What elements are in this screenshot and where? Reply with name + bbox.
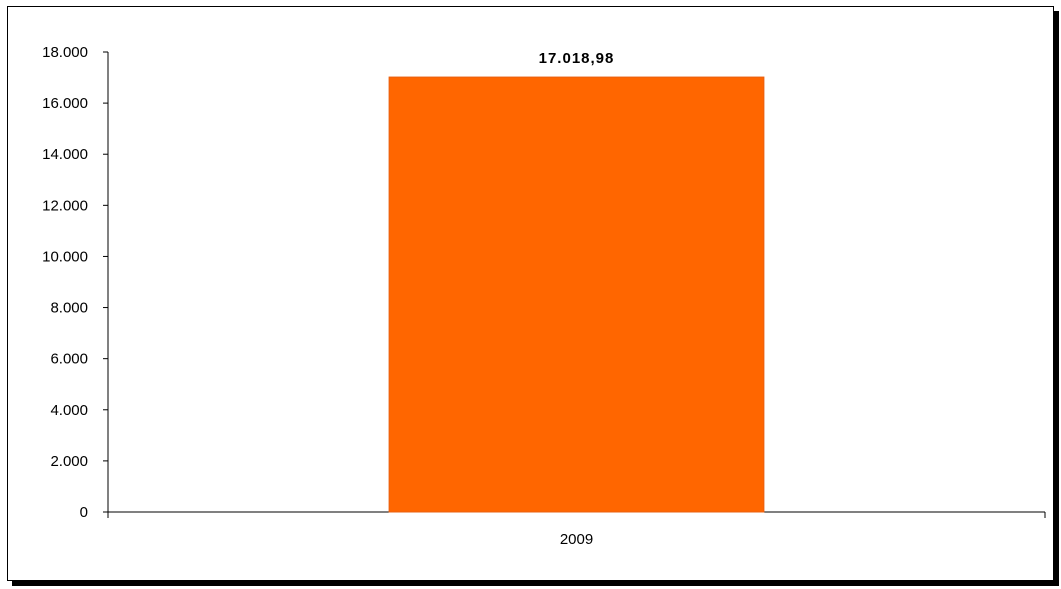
y-tick-label: 18.000 bbox=[42, 44, 88, 61]
y-tick-label: 12.000 bbox=[42, 197, 88, 214]
y-tick-label: 0 bbox=[80, 504, 88, 521]
y-tick-label: 6.000 bbox=[50, 351, 88, 368]
bar-value-label: 17.018,98 bbox=[539, 50, 615, 67]
bar-2009 bbox=[388, 76, 765, 513]
chart-frame: 0 2.000 4.000 6.000 8.000 10.000 12.000 14.000 1… bbox=[7, 6, 1054, 581]
data-labels: 17.018,98 bbox=[539, 50, 615, 67]
y-tick-label: 2.000 bbox=[50, 453, 88, 470]
bars bbox=[388, 76, 765, 513]
y-tick-label: 16.000 bbox=[42, 95, 88, 112]
x-tick-label: 2009 bbox=[560, 531, 593, 548]
y-tick-label: 14.000 bbox=[42, 146, 88, 163]
y-tick-label: 10.000 bbox=[42, 248, 88, 265]
bar-chart: 0 2.000 4.000 6.000 8.000 10.000 12.000 14.000 1… bbox=[42, 44, 1046, 548]
x-axis: 2009 bbox=[107, 511, 1046, 548]
y-tick-label: 4.000 bbox=[50, 402, 88, 419]
y-axis: 0 2.000 4.000 6.000 8.000 10.000 12.000 14.000 1… bbox=[42, 44, 109, 521]
y-tick-label: 8.000 bbox=[50, 300, 88, 317]
